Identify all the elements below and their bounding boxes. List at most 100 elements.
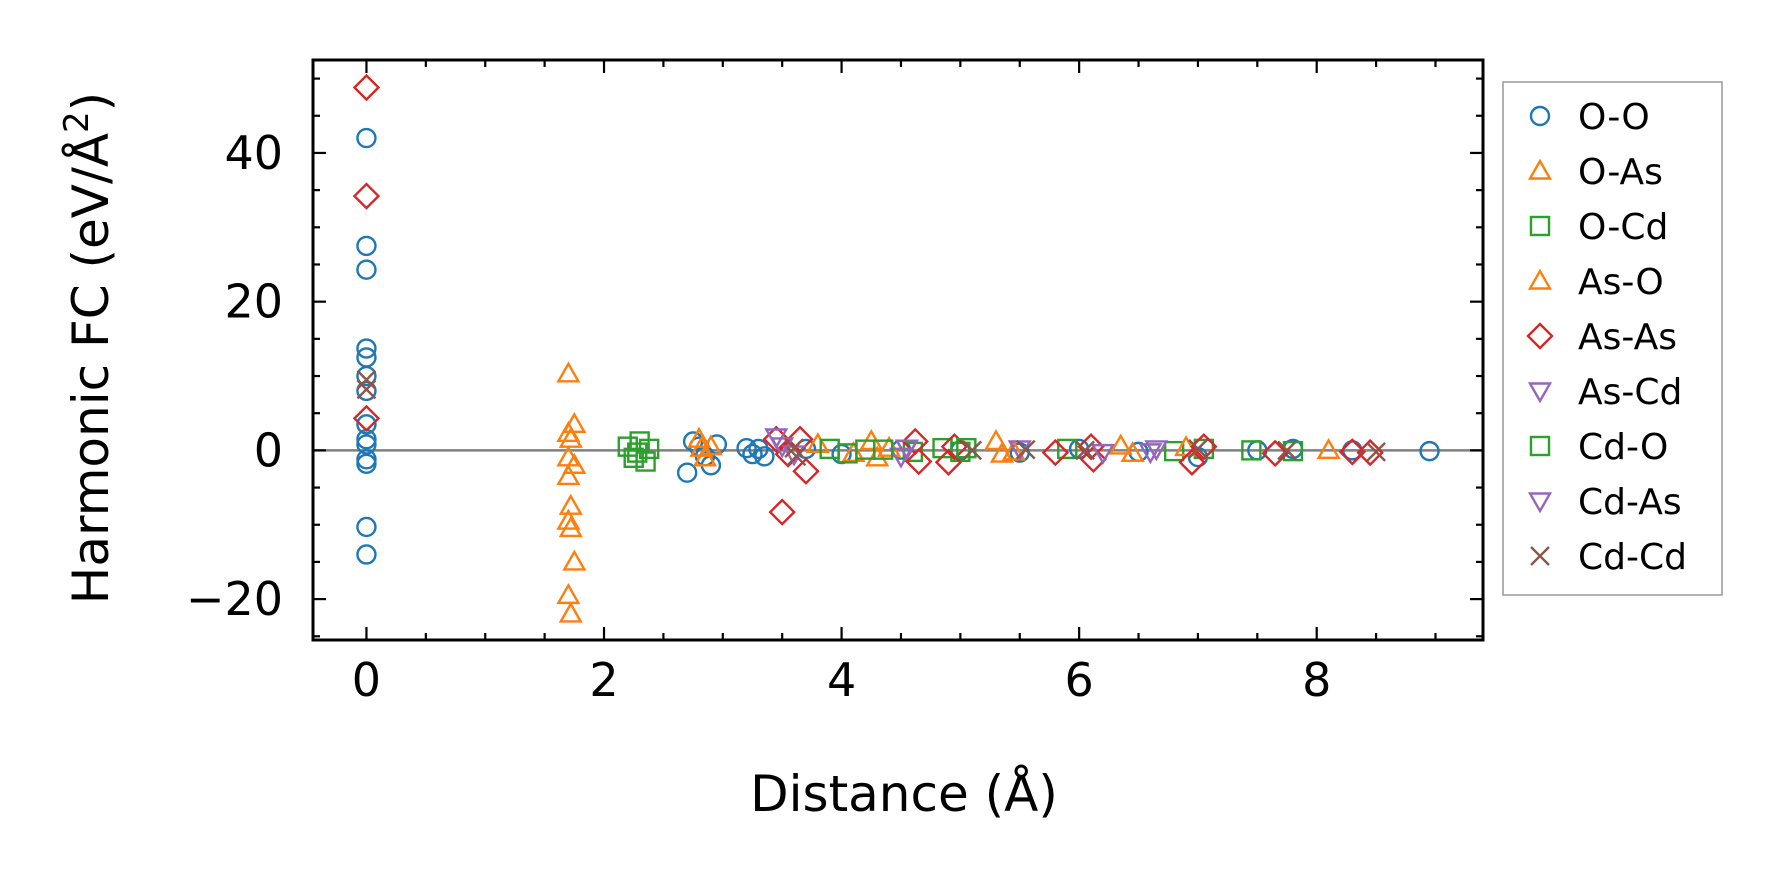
legend-item-o-o: O-O <box>1529 97 1650 138</box>
data-point-as-as-17 <box>1261 439 1289 468</box>
data-point-cd-as-1 <box>894 439 919 461</box>
legend-label-o-as: O-As <box>1578 152 1663 193</box>
data-point-cd-cd-5 <box>1015 439 1036 460</box>
data-point-o-o-21 <box>742 443 763 465</box>
data-point-as-as-18 <box>1338 438 1367 466</box>
data-point-o-o-13 <box>356 544 377 565</box>
data-point-as-as-0 <box>352 73 381 102</box>
data-point-as-as-16 <box>1190 432 1218 461</box>
data-point-cd-as-2 <box>1138 443 1163 465</box>
legend-item-cd-cd: Cd-Cd <box>1530 537 1687 578</box>
data-point-cd-cd-8 <box>1277 440 1297 461</box>
data-point-cd-cd-2-stroke-b <box>784 438 804 459</box>
data-point-o-as-12 <box>558 601 583 623</box>
data-point-o-o-9 <box>356 434 377 455</box>
data-point-o-as-22 <box>1108 433 1133 455</box>
data-point-cd-cd-1 <box>356 379 377 400</box>
legend-label-as-o: As-O <box>1578 262 1664 303</box>
data-point-o-o-1 <box>356 235 377 257</box>
data-point-o-as-0 <box>556 361 581 383</box>
series-o-as <box>556 361 1341 623</box>
legend-marker-cd-as <box>1527 492 1553 514</box>
data-point-as-as-4 <box>768 498 796 526</box>
data-point-as-cd-5 <box>1090 443 1115 466</box>
legend-marker-as-as <box>1526 322 1554 350</box>
legend-label-o-o: O-O <box>1578 97 1650 138</box>
data-point-o-o-14 <box>676 462 698 483</box>
data-point-o-cd-4 <box>638 438 660 460</box>
y-axis-label-close: ) <box>62 92 120 112</box>
data-point-o-as-13 <box>686 426 712 448</box>
legend-label-as-as: As-As <box>1578 317 1677 358</box>
data-point-as-as-2 <box>352 404 381 433</box>
data-point-o-o-3 <box>356 338 377 359</box>
data-point-o-as-5 <box>562 452 587 474</box>
data-point-cd-cd-6-stroke-b <box>1075 440 1095 461</box>
plot-frame <box>311 58 1485 642</box>
data-point-o-o-11 <box>356 453 377 474</box>
legend-label-cd-cd: Cd-Cd <box>1578 537 1687 578</box>
data-point-as-as-6 <box>792 457 820 485</box>
x-axis-label: Distance (Å) <box>750 765 1058 823</box>
series-cd-cd <box>356 369 1386 467</box>
data-point-as-o-0 <box>689 435 714 457</box>
legend: O-O O-As O-Cd As-O As-As As-Cd Cd-O Cd-As Cd-Cd <box>1502 81 1723 596</box>
data-point-o-as-7 <box>558 493 583 515</box>
data-point-o-as-2 <box>562 411 587 434</box>
legend-item-cd-as: Cd-As <box>1527 482 1682 523</box>
data-point-cd-cd-7 <box>1188 439 1208 459</box>
series-cd-as <box>770 437 1163 465</box>
data-point-cd-as-0 <box>770 437 795 459</box>
x-tick-label-8: 8 <box>1302 653 1331 707</box>
data-point-cd-cd-0 <box>356 369 377 390</box>
data-point-o-o-35 <box>1419 440 1440 462</box>
y-axis-label-main: Harmonic FC (eV/Å <box>62 133 120 604</box>
data-point-cd-cd-7-stroke-b <box>1188 439 1208 459</box>
data-point-o-as-10 <box>562 549 587 571</box>
legend-item-o-cd: O-Cd <box>1529 207 1668 248</box>
data-point-o-as-23 <box>1120 440 1145 463</box>
x-tick-label-4: 4 <box>827 653 856 707</box>
legend-item-as-cd: As-Cd <box>1527 372 1682 413</box>
axes-frame-layer <box>311 58 1485 642</box>
legend-label-cd-as: Cd-As <box>1578 482 1682 523</box>
data-point-as-as-11 <box>940 432 969 461</box>
legend-marker-as-cd <box>1527 382 1553 404</box>
y-tick-label--20: −20 <box>186 572 283 626</box>
data-point-o-o-23 <box>754 446 775 467</box>
data-point-as-as-1 <box>352 182 381 210</box>
y-axis-label-superscript: 2 <box>57 111 97 133</box>
data-point-o-as-20 <box>983 429 1009 451</box>
data-point-o-o-7 <box>356 414 377 435</box>
data-point-cd-cd-3 <box>786 446 807 467</box>
legend-marker-as-o <box>1527 268 1553 290</box>
data-point-cd-o-0 <box>627 442 648 463</box>
x-tick-label-2: 2 <box>589 653 618 707</box>
data-point-cd-cd-9-stroke-b <box>1366 442 1386 462</box>
data-point-o-o-12 <box>356 516 377 538</box>
legend-marker-o-cd <box>1529 215 1551 237</box>
data-point-cd-cd-4-stroke-b <box>962 440 983 461</box>
data-point-cd-o-1 <box>872 439 894 460</box>
data-point-o-o-0 <box>356 127 377 149</box>
data-point-o-o-2 <box>356 259 377 280</box>
data-point-o-as-24 <box>1316 437 1341 460</box>
data-point-o-cd-12 <box>1163 440 1185 462</box>
legend-marker-o-o <box>1529 105 1551 127</box>
legend-label-cd-o: Cd-O <box>1578 427 1668 468</box>
data-point-o-o-5 <box>356 365 377 387</box>
y-tick-label-20: 20 <box>224 275 283 329</box>
legend-label-as-cd: As-Cd <box>1578 372 1682 413</box>
data-point-as-as-15 <box>1178 448 1206 476</box>
data-point-as-o-1 <box>877 435 902 457</box>
data-point-cd-cd-1-stroke-b <box>356 379 377 400</box>
legend-item-o-as: O-As <box>1527 152 1663 193</box>
series-o-o <box>356 127 1440 565</box>
data-point-as-cd-6 <box>1144 440 1169 462</box>
data-point-cd-cd-9 <box>1366 442 1386 462</box>
data-point-as-as-14 <box>1079 445 1108 474</box>
data-point-o-as-3 <box>558 426 583 448</box>
x-tick-label-6: 6 <box>1065 653 1094 707</box>
data-points-layer <box>352 73 1440 623</box>
